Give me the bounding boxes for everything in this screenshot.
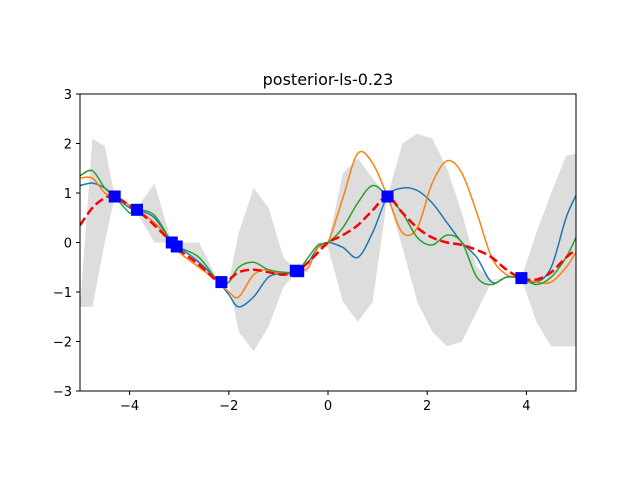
y-tick-label: 3 bbox=[64, 88, 72, 103]
observation-point bbox=[515, 272, 528, 285]
x-tick-label: 0 bbox=[324, 399, 332, 414]
x-tick-label: −2 bbox=[219, 399, 238, 414]
observation-point bbox=[215, 276, 228, 289]
observation-point bbox=[381, 190, 394, 203]
y-tick-label: −2 bbox=[53, 336, 72, 351]
series-sample-line-3 bbox=[80, 169, 576, 286]
x-tick-label: −4 bbox=[120, 399, 139, 414]
y-tick-label: 1 bbox=[64, 187, 72, 202]
y-tick-label: −1 bbox=[53, 286, 72, 301]
observation-point bbox=[131, 203, 143, 216]
observation-point bbox=[108, 190, 121, 203]
observation-point bbox=[170, 240, 183, 253]
observation-point bbox=[292, 265, 305, 278]
chart-title: posterior-ls-0.23 bbox=[263, 70, 394, 89]
x-tick-label: 2 bbox=[423, 399, 431, 414]
y-tick-label: −3 bbox=[53, 385, 72, 400]
x-tick-label: 4 bbox=[522, 399, 530, 414]
y-tick-label: 0 bbox=[64, 237, 72, 252]
series-mean-line bbox=[80, 194, 576, 285]
y-tick-label: 2 bbox=[64, 138, 72, 153]
